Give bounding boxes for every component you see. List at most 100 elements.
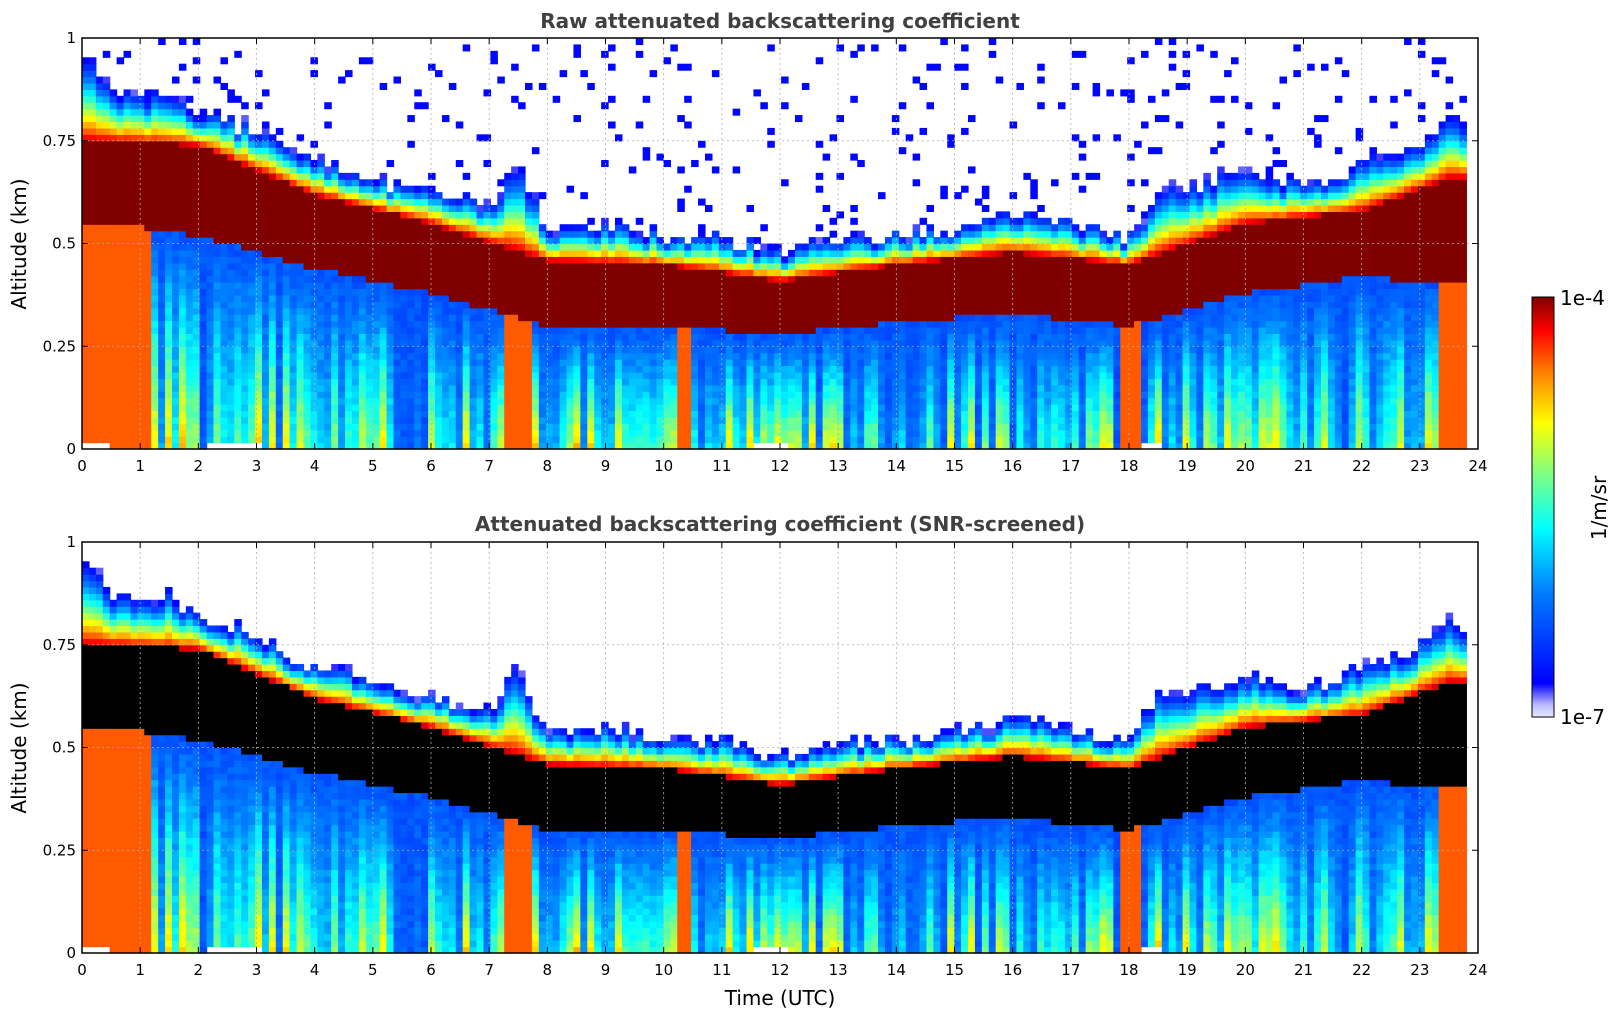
heatmap-cell xyxy=(698,442,706,450)
heatmap-cell xyxy=(441,294,450,302)
heatmap-cell xyxy=(227,416,235,424)
heatmap-cell xyxy=(476,326,485,334)
heatmap-cell xyxy=(178,294,187,302)
heatmap-cell xyxy=(850,423,858,431)
heatmap-cell xyxy=(455,391,464,399)
heatmap-cell xyxy=(864,288,872,296)
heatmap-cell xyxy=(310,365,318,373)
heatmap-cell xyxy=(82,384,90,392)
heatmap-cell xyxy=(476,423,485,431)
heatmap-cell xyxy=(448,436,457,444)
heatmap-cell xyxy=(559,365,568,373)
heatmap-cell xyxy=(781,288,789,296)
heatmap-cell xyxy=(109,243,118,251)
heatmap-cell xyxy=(525,404,533,412)
heatmap-cell xyxy=(836,423,844,431)
heatmap-cell xyxy=(878,262,886,270)
heatmap-cell xyxy=(261,365,270,373)
heatmap-cell xyxy=(192,211,201,219)
heatmap-cell xyxy=(518,314,526,322)
heatmap-cell xyxy=(123,147,132,155)
heatmap-cell xyxy=(296,416,305,424)
heatmap-cell xyxy=(151,172,159,180)
heatmap-cell xyxy=(213,230,222,238)
heatmap-cell xyxy=(788,275,796,283)
heatmap-cell xyxy=(206,436,215,444)
heatmap-cell xyxy=(241,230,249,238)
heatmap-cell xyxy=(573,442,581,450)
heatmap-cell xyxy=(573,384,581,392)
heatmap-cell xyxy=(261,301,270,309)
heatmap-cell xyxy=(815,256,824,264)
heatmap-cell xyxy=(358,333,367,341)
heatmap-cell xyxy=(732,249,741,257)
heatmap-cell xyxy=(206,211,215,219)
heatmap-cell xyxy=(379,333,388,341)
heatmap-cell xyxy=(158,339,166,347)
heatmap-cell xyxy=(552,307,561,315)
heatmap-cell xyxy=(469,339,478,347)
heatmap-cell xyxy=(102,423,111,431)
heatmap-cell xyxy=(504,172,512,180)
heatmap-cell xyxy=(289,397,298,405)
heatmap-cell xyxy=(345,179,353,187)
heatmap-cell xyxy=(261,179,270,187)
heatmap-cell xyxy=(109,237,118,245)
heatmap-cell xyxy=(614,339,623,347)
heatmap-cell xyxy=(663,384,671,392)
heatmap-cell xyxy=(227,153,235,161)
heatmap-cell xyxy=(448,397,457,405)
heatmap-cell xyxy=(102,211,111,219)
heatmap-cell xyxy=(282,172,291,180)
heatmap-cell xyxy=(559,224,568,232)
heatmap-cell xyxy=(158,211,166,219)
heatmap-cell xyxy=(310,262,318,270)
heatmap-cell xyxy=(538,269,547,277)
heatmap-cell xyxy=(435,326,443,334)
heatmap-cell xyxy=(781,391,789,399)
heatmap-cell xyxy=(351,352,360,360)
heatmap-cell xyxy=(213,256,222,264)
heatmap-cell xyxy=(739,429,748,437)
heatmap-cell xyxy=(822,204,831,212)
heatmap-cell xyxy=(123,339,132,347)
heatmap-cell xyxy=(234,217,242,225)
heatmap-cell xyxy=(296,339,305,347)
heatmap-cell xyxy=(739,339,748,347)
heatmap-cell xyxy=(601,410,609,418)
heatmap-cell xyxy=(338,204,346,212)
heatmap-cell xyxy=(158,121,166,129)
heatmap-cell xyxy=(428,294,436,302)
heatmap-cell xyxy=(185,217,194,225)
heatmap-cell xyxy=(518,339,526,347)
heatmap-cell xyxy=(158,333,166,341)
heatmap-cell xyxy=(753,352,761,360)
heatmap-cell xyxy=(192,410,201,418)
heatmap-cell xyxy=(407,288,415,296)
heatmap-cell xyxy=(566,224,575,232)
heatmap-cell xyxy=(400,378,408,386)
heatmap-cell xyxy=(857,262,865,270)
heatmap-cell xyxy=(704,301,713,309)
heatmap-cell xyxy=(227,121,235,129)
heatmap-cell xyxy=(871,352,879,360)
heatmap-cell xyxy=(670,262,678,270)
heatmap-cell xyxy=(497,442,505,450)
heatmap-cell xyxy=(698,333,706,341)
heatmap-cell xyxy=(801,339,810,347)
heatmap-cell xyxy=(538,301,547,309)
heatmap-cell xyxy=(428,410,436,418)
heatmap-cell xyxy=(199,410,208,418)
heatmap-cell xyxy=(808,410,817,418)
heatmap-cell xyxy=(698,326,706,334)
heatmap-cell xyxy=(365,230,374,238)
heatmap-cell xyxy=(275,384,284,392)
heatmap-cell xyxy=(379,262,388,270)
heatmap-cell xyxy=(580,423,588,431)
heatmap-cell xyxy=(711,397,720,405)
heatmap-cell xyxy=(614,301,623,309)
heatmap-cell xyxy=(324,352,332,360)
heatmap-cell xyxy=(185,301,194,309)
heatmap-cell xyxy=(372,288,381,296)
heatmap-cell xyxy=(282,365,291,373)
